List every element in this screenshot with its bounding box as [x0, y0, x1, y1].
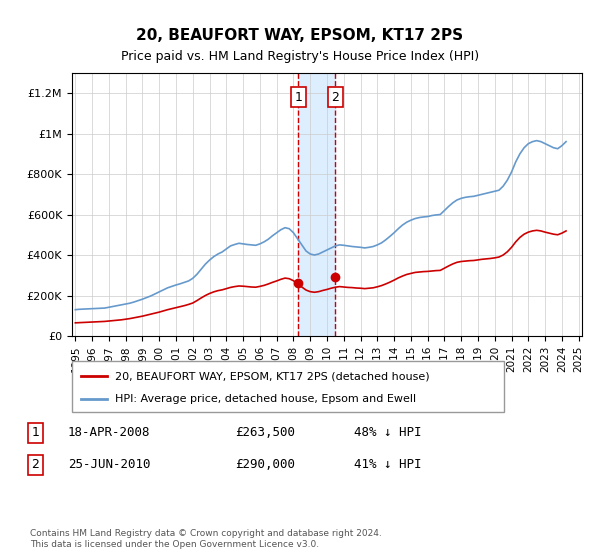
Text: 18-APR-2008: 18-APR-2008 [68, 426, 151, 440]
Text: Contains HM Land Registry data © Crown copyright and database right 2024.
This d: Contains HM Land Registry data © Crown c… [30, 529, 382, 549]
FancyBboxPatch shape [72, 361, 504, 412]
Text: 48% ↓ HPI: 48% ↓ HPI [354, 426, 421, 440]
Text: 41% ↓ HPI: 41% ↓ HPI [354, 459, 421, 472]
Text: £263,500: £263,500 [235, 426, 295, 440]
Text: 1: 1 [295, 91, 302, 104]
Text: Price paid vs. HM Land Registry's House Price Index (HPI): Price paid vs. HM Land Registry's House … [121, 50, 479, 63]
Text: 2: 2 [331, 91, 340, 104]
Text: HPI: Average price, detached house, Epsom and Ewell: HPI: Average price, detached house, Epso… [115, 394, 416, 404]
Text: 2: 2 [31, 459, 40, 472]
Text: 20, BEAUFORT WAY, EPSOM, KT17 2PS (detached house): 20, BEAUFORT WAY, EPSOM, KT17 2PS (detac… [115, 371, 430, 381]
Text: 20, BEAUFORT WAY, EPSOM, KT17 2PS: 20, BEAUFORT WAY, EPSOM, KT17 2PS [136, 28, 464, 43]
Text: £290,000: £290,000 [235, 459, 295, 472]
Text: 25-JUN-2010: 25-JUN-2010 [68, 459, 151, 472]
Text: 1: 1 [31, 426, 40, 440]
Bar [298, 73, 335, 336]
